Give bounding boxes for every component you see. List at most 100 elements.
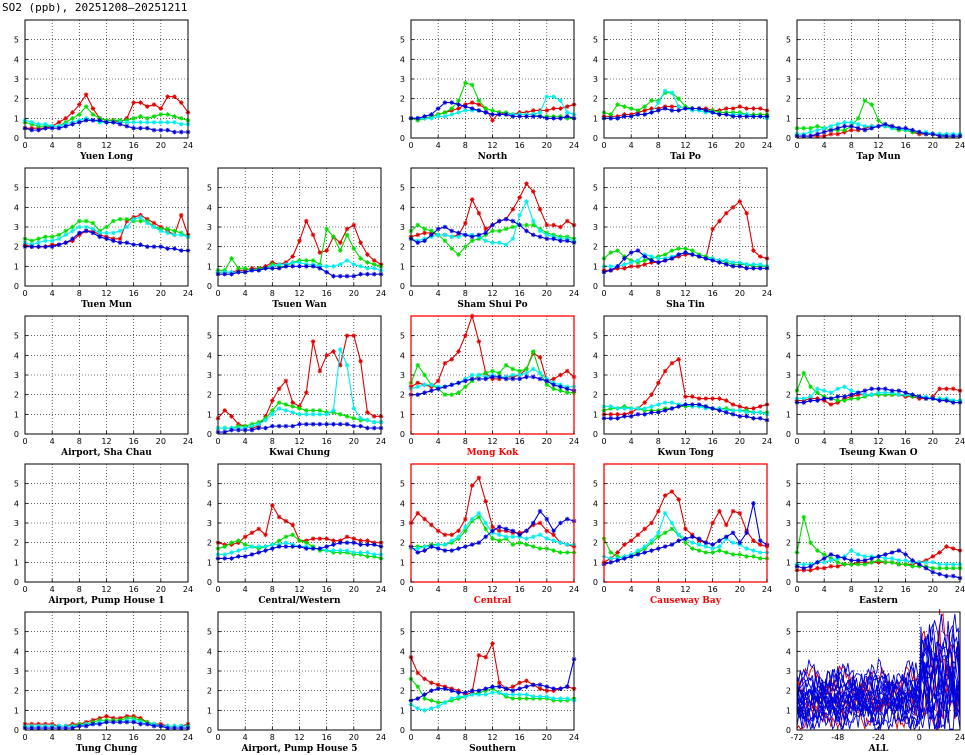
data-point bbox=[649, 392, 654, 397]
data-point bbox=[90, 106, 96, 111]
data-point bbox=[510, 207, 516, 212]
data-point bbox=[358, 358, 363, 364]
x-tick-label: 8 bbox=[849, 585, 854, 594]
data-point bbox=[669, 256, 675, 261]
station-label: Central bbox=[474, 596, 512, 606]
data-point bbox=[737, 199, 743, 204]
data-point bbox=[710, 406, 715, 411]
data-point bbox=[903, 390, 908, 395]
data-point bbox=[855, 390, 861, 395]
station-label: Kwun Tong bbox=[657, 448, 714, 458]
x-tick-label: 16 bbox=[129, 733, 139, 742]
y-tick-label: 5 bbox=[786, 480, 791, 489]
data-point bbox=[324, 353, 329, 358]
y-tick-label: 0 bbox=[786, 726, 791, 735]
data-point bbox=[442, 532, 448, 538]
data-point bbox=[90, 230, 96, 236]
data-point bbox=[558, 98, 563, 103]
x-tick-label: 12 bbox=[680, 585, 690, 594]
data-point bbox=[351, 273, 357, 279]
data-point bbox=[371, 542, 377, 547]
data-point bbox=[283, 544, 289, 549]
data-point bbox=[172, 129, 177, 135]
data-point bbox=[835, 131, 841, 137]
data-point bbox=[510, 688, 516, 693]
y-tick-label: 2 bbox=[14, 243, 19, 252]
data-point bbox=[496, 528, 502, 534]
data-point bbox=[835, 398, 841, 403]
data-point bbox=[483, 534, 489, 540]
data-point bbox=[178, 100, 184, 105]
data-point bbox=[435, 546, 441, 551]
data-point bbox=[415, 546, 421, 551]
data-point bbox=[808, 394, 813, 399]
station-label: Airport, Pump House 1 bbox=[47, 596, 164, 606]
data-point bbox=[524, 366, 529, 372]
data-point bbox=[808, 563, 813, 569]
data-point bbox=[56, 125, 62, 131]
data-point bbox=[723, 522, 729, 528]
y-tick-label: 2 bbox=[400, 391, 405, 400]
y-tick-label: 1 bbox=[400, 706, 405, 715]
data-point bbox=[442, 232, 448, 238]
data-point bbox=[551, 106, 556, 111]
data-point bbox=[456, 102, 461, 107]
x-tick-label: 24 bbox=[955, 733, 965, 742]
data-point bbox=[242, 427, 248, 433]
data-point bbox=[483, 526, 489, 532]
data-point bbox=[351, 423, 357, 429]
data-point bbox=[442, 384, 448, 390]
data-point bbox=[456, 534, 461, 540]
x-tick-label: 4 bbox=[822, 141, 827, 150]
y-tick-label: 2 bbox=[593, 95, 598, 104]
data-point bbox=[656, 402, 661, 407]
y-tick-label: 3 bbox=[207, 371, 212, 380]
data-point bbox=[937, 550, 942, 555]
y-tick-label: 5 bbox=[207, 628, 212, 637]
data-point bbox=[751, 415, 756, 421]
x-tick-label: 8 bbox=[656, 585, 661, 594]
data-point bbox=[429, 688, 434, 693]
data-point bbox=[469, 483, 475, 488]
data-point bbox=[449, 688, 455, 693]
data-point bbox=[510, 224, 516, 230]
data-point bbox=[930, 569, 936, 575]
data-point bbox=[950, 400, 956, 405]
y-tick-label: 5 bbox=[207, 184, 212, 193]
data-point bbox=[849, 548, 854, 553]
data-point bbox=[165, 725, 170, 731]
x-tick-label: 12 bbox=[873, 585, 883, 594]
data-point bbox=[551, 532, 556, 538]
data-point bbox=[930, 131, 936, 137]
data-point bbox=[628, 414, 634, 419]
data-point bbox=[303, 412, 309, 417]
data-point bbox=[882, 390, 888, 395]
data-point bbox=[422, 372, 427, 378]
y-tick-label: 5 bbox=[14, 36, 19, 45]
y-tick-label: 4 bbox=[14, 55, 19, 64]
y-tick-label: 1 bbox=[207, 262, 212, 271]
data-point bbox=[869, 125, 875, 131]
data-point bbox=[283, 378, 289, 384]
data-point bbox=[310, 421, 316, 427]
data-point bbox=[564, 550, 570, 555]
data-point bbox=[476, 232, 482, 238]
data-point bbox=[56, 236, 62, 242]
y-tick-label: 1 bbox=[14, 558, 19, 567]
x-tick-label: 16 bbox=[322, 289, 332, 298]
data-point bbox=[297, 264, 302, 269]
data-point bbox=[303, 390, 309, 395]
data-point bbox=[303, 421, 309, 427]
data-point bbox=[622, 262, 627, 267]
data-point bbox=[463, 524, 468, 530]
data-point bbox=[815, 123, 820, 129]
data-point bbox=[351, 536, 357, 542]
data-point bbox=[415, 550, 421, 555]
data-point bbox=[483, 110, 489, 115]
data-point bbox=[669, 360, 675, 366]
data-point bbox=[855, 125, 861, 131]
data-point bbox=[923, 560, 929, 565]
data-point bbox=[689, 252, 695, 257]
x-tick-label: 12 bbox=[487, 437, 497, 446]
